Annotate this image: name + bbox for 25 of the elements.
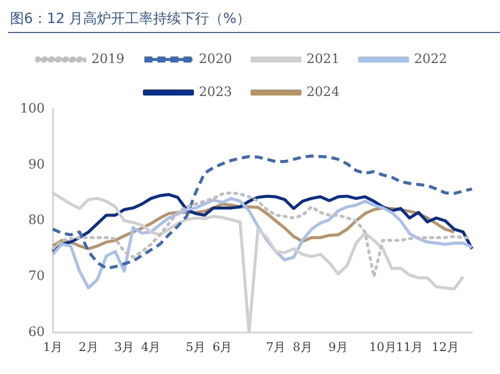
x-tick-label: 9月 (328, 340, 348, 354)
legend-label: 2020 (198, 52, 232, 67)
legend-label: 2024 (306, 84, 340, 100)
x-tick-label: 12月 (432, 340, 459, 354)
y-tick-label: 90 (28, 157, 45, 172)
x-tick-label: 10月 (369, 340, 396, 354)
x-tick-label: 3月 (114, 340, 134, 354)
x-tick-label: 11月 (396, 340, 424, 354)
legend-label: 2022 (414, 52, 448, 67)
y-tick-label: 100 (20, 101, 45, 116)
x-tick-label: 4月 (141, 340, 161, 354)
legend-label: 2019 (91, 52, 124, 67)
y-tick-label: 60 (28, 324, 45, 340)
legend-label: 2021 (306, 52, 340, 67)
x-tick-label: 7月 (266, 340, 286, 354)
chart-title: 图6：12 月高炉开工率持续下行（%） (8, 8, 500, 33)
y-tick-label: 80 (28, 213, 45, 228)
line-series (51, 154, 474, 270)
x-tick-label: 5月 (186, 340, 206, 354)
legend-label: 2023 (198, 84, 232, 100)
y-tick-label: 70 (28, 269, 45, 284)
x-tick-label: 8月 (292, 340, 312, 354)
x-tick-label: 2月 (78, 340, 98, 354)
x-tick-label: 6月 (212, 340, 232, 354)
x-tick-label: 1月 (42, 340, 63, 354)
